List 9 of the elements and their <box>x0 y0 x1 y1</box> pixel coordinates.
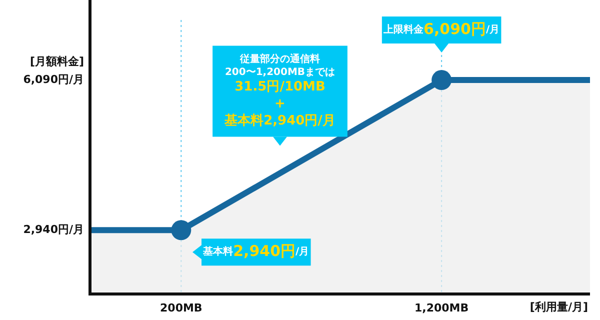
text: 従量部分の通信料 200〜1,200MBまでは 31.5円/10MB + 基本料2,940円/月 <box>224 54 336 129</box>
annotation: 上限料金6,090円/月 <box>382 20 500 38</box>
x-tick-label: 1,200MB <box>414 301 469 314</box>
x-tick-label: 200MB <box>160 301 202 314</box>
y-axis-title: [月額料金] <box>30 54 84 68</box>
x-axis-title: [利用量/月] <box>530 300 588 314</box>
annotation: 基本料2,940円/月 <box>202 242 310 260</box>
y-tick-label: 6,090円/月 <box>23 72 84 86</box>
y-tick-label: 2,940円/月 <box>23 223 84 236</box>
